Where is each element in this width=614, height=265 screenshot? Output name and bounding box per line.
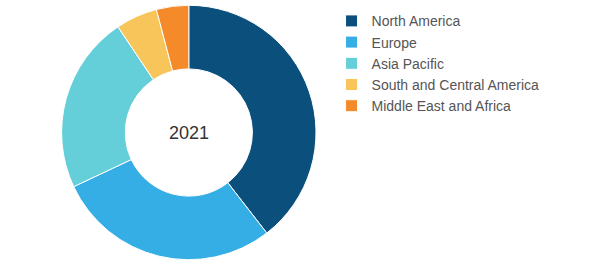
svg-text:Middle East and Africa: Middle East and Africa	[372, 98, 512, 114]
svg-text:Asia Pacific: Asia Pacific	[372, 56, 444, 72]
svg-text:Europe: Europe	[372, 35, 417, 51]
svg-text:North America: North America	[372, 13, 461, 29]
svg-text:2021: 2021	[169, 123, 209, 143]
svg-text:South and Central America: South and Central America	[372, 77, 540, 93]
